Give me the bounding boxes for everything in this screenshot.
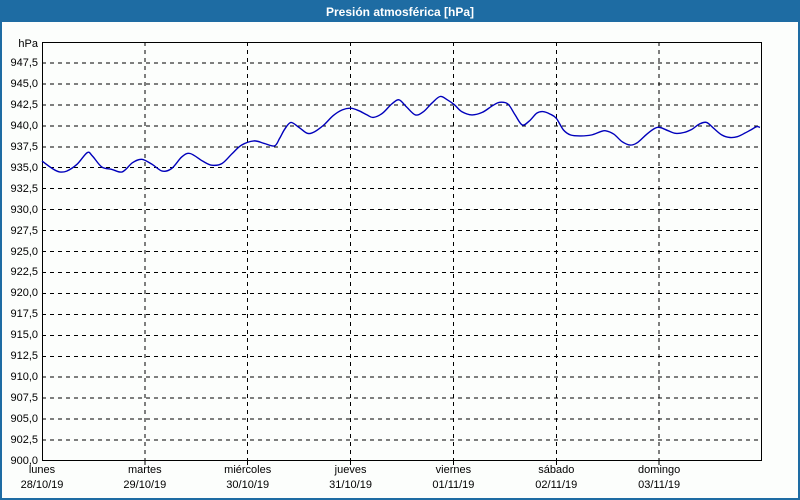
y-axis-tick-label: 945,0 — [10, 77, 38, 90]
x-axis-date-label: 02/11/19 — [535, 479, 578, 491]
x-axis-date-label: 01/11/19 — [432, 479, 475, 491]
x-axis-date-label: 31/10/19 — [329, 479, 372, 491]
y-axis-unit-label: hPa — [18, 38, 38, 50]
y-axis-tick-label: 902,5 — [10, 434, 38, 447]
pressure-line — [41, 95, 761, 173]
x-axis-day-label: miércoles — [224, 464, 272, 476]
y-axis-tick-label: 937,5 — [10, 140, 38, 153]
y-axis-tick-label: 942,5 — [10, 98, 38, 111]
y-axis-tick-label: 915,0 — [10, 329, 38, 342]
x-axis-category-label: miércoles 30/10/19 — [224, 463, 271, 493]
y-axis-tick-label: 930,0 — [10, 203, 38, 216]
y-axis-tick-label: 935,0 — [10, 161, 38, 174]
y-axis-tick-label: 900,0 — [10, 455, 38, 467]
x-axis-day-label: domingo — [638, 464, 681, 476]
x-axis-date-label: 30/10/19 — [226, 479, 270, 491]
x-axis-category-label: jueves 31/10/19 — [329, 463, 372, 493]
x-axis-day-label: jueves — [334, 464, 367, 476]
x-axis-category-label: domingo 03/11/19 — [638, 463, 680, 493]
x-axis-day-label: viernes — [435, 464, 472, 476]
x-axis-date-label: 03/11/19 — [638, 479, 681, 491]
x-axis: lunes 28/10/19 martes 29/10/19 miércoles 30/1… — [2, 463, 798, 495]
y-axis-tick-label: 947,5 — [10, 56, 38, 69]
chart-title: Presión atmosférica [hPa] — [325, 5, 475, 19]
chart-canvas — [41, 42, 762, 465]
y-axis-tick-label: 910,0 — [10, 371, 38, 384]
x-axis-date-label: 28/10/19 — [20, 479, 64, 491]
x-axis-category-label: lunes 28/10/19 — [21, 463, 64, 493]
y-axis-tick-label: 920,0 — [10, 287, 38, 300]
y-axis-tick-label: 907,5 — [10, 392, 38, 405]
y-axis-tick-label: 905,0 — [10, 413, 38, 426]
x-axis-day-label: martes — [128, 464, 162, 476]
y-axis-tick-label: 927,5 — [10, 224, 38, 237]
y-axis-tick-label: 912,5 — [10, 350, 38, 363]
y-axis-tick-label: 932,5 — [10, 182, 38, 195]
y-axis-tick-label: 940,0 — [10, 119, 38, 132]
x-axis-day-label: lunes — [28, 464, 56, 476]
plot-area — [41, 42, 762, 465]
x-axis-category-label: martes 29/10/19 — [123, 463, 166, 493]
x-axis-date-label: 29/10/19 — [123, 479, 167, 491]
y-axis-tick-label: 922,5 — [10, 266, 38, 279]
x-axis-category-label: viernes 01/11/19 — [432, 463, 474, 493]
x-axis-day-label: sábado — [538, 464, 575, 476]
y-axis-tick-label: 925,0 — [10, 245, 38, 258]
x-axis-category-label: sábado 02/11/19 — [535, 463, 577, 493]
plot-frame — [42, 42, 762, 461]
y-axis-tick-label: 917,5 — [10, 308, 38, 321]
window-titlebar: Presión atmosférica [hPa] — [2, 2, 798, 22]
